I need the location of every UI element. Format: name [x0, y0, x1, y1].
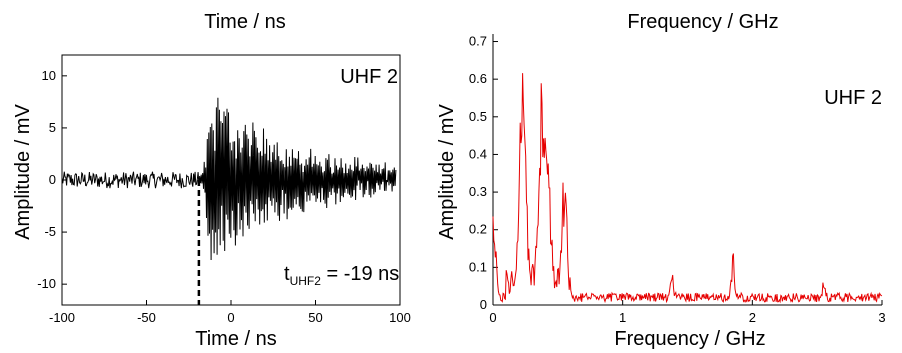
left-x-tick-label: 50	[308, 310, 322, 325]
left-annotation: tUHF2 = -19 ns	[284, 263, 399, 288]
annotation-prefix: t	[284, 263, 290, 285]
time-domain-chart: Time / ns UHF 2 Amplitude / mV Time / ns…	[12, 11, 411, 350]
right-y-tick-label: 0.4	[469, 146, 487, 161]
left-y-tick-label: 0	[49, 172, 56, 187]
right-x-tick-label: 0	[489, 310, 496, 325]
right-y-tick-label: 0.2	[469, 222, 487, 237]
left-y-tick-label: 10	[42, 68, 56, 83]
left-y-tick-label: -10	[37, 276, 56, 291]
right-y-tick-label: 0.7	[469, 34, 487, 49]
right-x-tick-label: 1	[619, 310, 626, 325]
left-y-axis-label: Amplitude / mV	[12, 104, 34, 240]
right-y-tick-label: 0.3	[469, 184, 487, 199]
right-y-tick-label: 0	[480, 297, 487, 312]
left-series-line	[61, 97, 397, 261]
left-x-axis-label: Time / ns	[195, 328, 277, 350]
right-chart-title: Frequency / GHz	[627, 11, 778, 33]
left-x-tick-label: -50	[137, 310, 156, 325]
left-y-tick-label: -5	[44, 224, 56, 239]
left-x-tick-label: -100	[49, 310, 75, 325]
left-chart-tag: UHF 2	[340, 66, 398, 88]
right-plot-area: 0 1 2 3 0 0.1 0.2 0.3 0.4 0.5 0.6 0.7	[469, 34, 886, 325]
right-y-tick-label: 0.5	[469, 109, 487, 124]
right-y-axis-label: Amplitude / mV	[436, 104, 458, 240]
left-x-tick-label: 100	[389, 310, 411, 325]
left-x-tick-label: 0	[227, 310, 234, 325]
right-y-tick-label: 0.6	[469, 71, 487, 86]
right-x-tick-label: 2	[749, 310, 756, 325]
right-series-line	[492, 73, 883, 304]
right-x-tick-label: 3	[878, 310, 885, 325]
annotation-text: = -19 ns	[321, 263, 399, 285]
right-chart-tag: UHF 2	[824, 87, 882, 109]
annotation-subscript: UHF2	[290, 274, 322, 288]
frequency-domain-chart: Frequency / GHz UHF 2 Amplitude / mV Fre…	[436, 11, 886, 350]
left-chart-title: Time / ns	[204, 11, 286, 33]
right-y-tick-label: 0.1	[469, 259, 487, 274]
left-y-tick-label: 5	[49, 120, 56, 135]
right-x-axis-label: Frequency / GHz	[614, 328, 765, 350]
